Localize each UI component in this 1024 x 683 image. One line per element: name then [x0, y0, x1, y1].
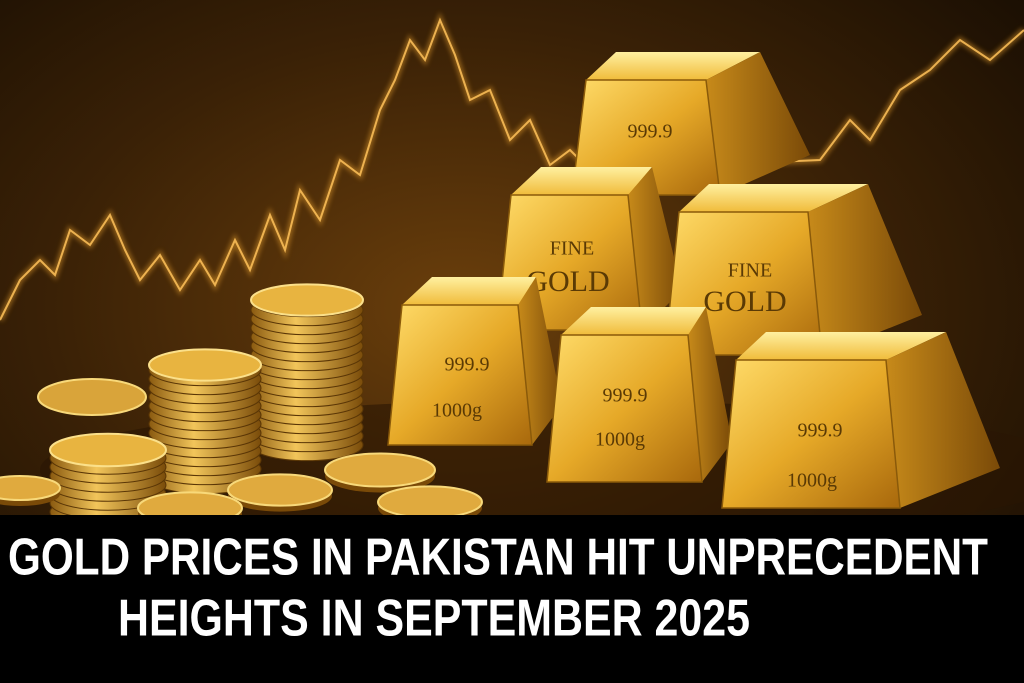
coin-face [377, 485, 483, 519]
trend-line [0, 11, 1024, 322]
bar-engraving: 999.9 [603, 385, 648, 407]
gold-bar: 999.9 1000g [546, 307, 732, 483]
coin-face [250, 283, 364, 317]
coin-face [227, 473, 333, 507]
bar-front [546, 334, 703, 483]
bar-engraving: 1000g [787, 470, 837, 492]
bar-top [736, 332, 946, 360]
bar-top [402, 277, 536, 305]
gold-bar: 999.9 1000g [387, 277, 562, 446]
bar-engraving: FINE [550, 238, 594, 260]
bar-side [706, 52, 810, 195]
gold-bars: 999.9 FINE GOLD FINE GOLD 999.9 1000g 999.9 1000… [387, 52, 1000, 509]
bar-engraving: 999.9 [445, 354, 490, 376]
gold-bar: 999.9 [571, 52, 810, 196]
headline-line: HEIGHTS IN SEPTEMBER 2025 [118, 590, 750, 648]
bar-engraving: GOLD [703, 285, 786, 318]
coins [0, 283, 483, 530]
bar-side [886, 332, 1000, 508]
bar-top [561, 307, 706, 335]
gold-bar: FINE GOLD [496, 167, 682, 331]
gold-bar: FINE GOLD [664, 184, 922, 356]
bar-side [518, 277, 562, 445]
bar-top [679, 184, 868, 212]
bar-front [387, 304, 533, 446]
bar-engraving: 1000g [432, 400, 482, 422]
coin-face [0, 475, 61, 501]
bar-engraving: 999.9 [798, 420, 843, 442]
bar-top [586, 52, 760, 80]
headline-line: GOLD PRICES IN PAKISTAN HIT UNPRECEDENT [8, 529, 988, 587]
coin-face [49, 432, 167, 468]
coin-face [37, 378, 147, 416]
coin-face [148, 348, 262, 382]
headline-banner [0, 515, 1024, 683]
bar-side [808, 184, 922, 355]
bar-engraving: 999.9 [628, 121, 673, 143]
bar-side [628, 167, 682, 330]
bar-top [511, 167, 652, 195]
coin-face [324, 452, 436, 488]
bar-front [721, 359, 901, 509]
bar-side [688, 307, 732, 482]
gold-bar: 999.9 1000g [721, 332, 1000, 509]
bar-engraving: 1000g [595, 429, 645, 451]
bar-engraving: FINE [728, 260, 772, 282]
bar-engraving: GOLD [526, 265, 609, 298]
